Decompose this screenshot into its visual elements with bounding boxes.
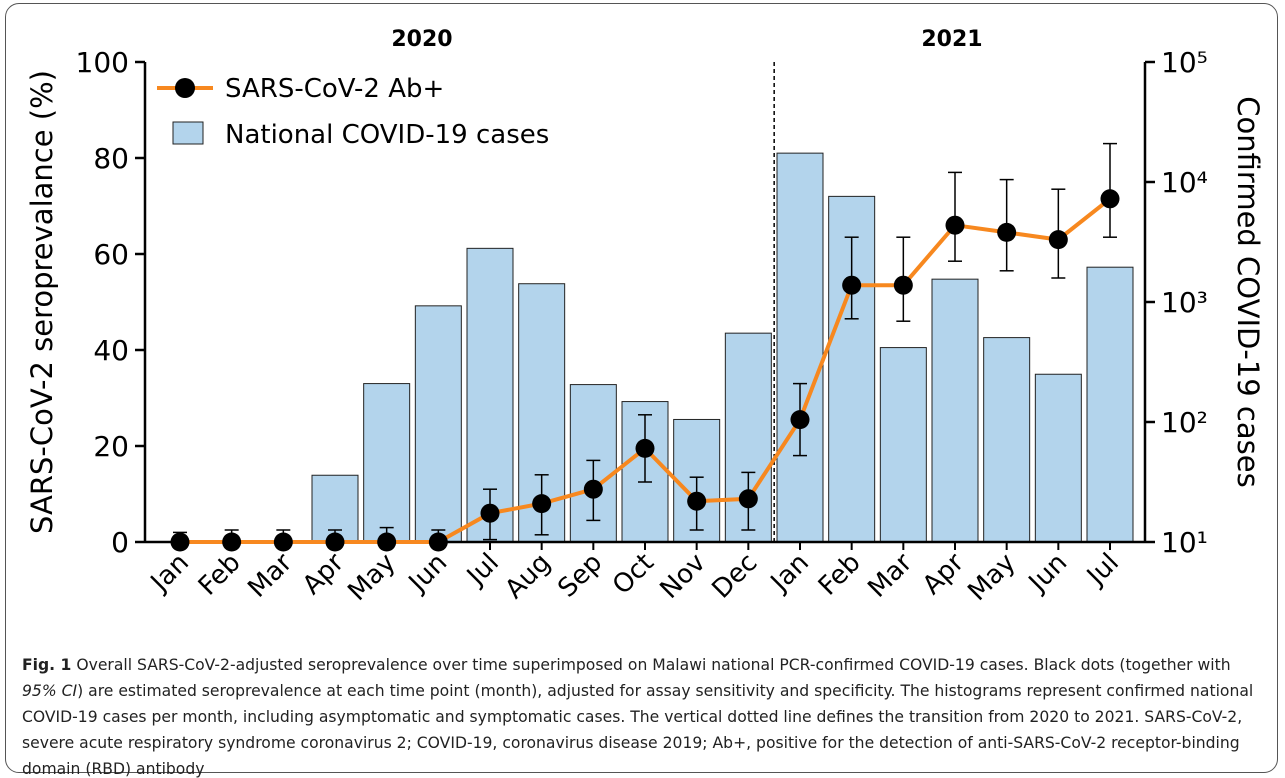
point	[170, 532, 190, 552]
y-tick-label: 60	[93, 238, 129, 271]
point	[635, 438, 655, 458]
x-tick-label: Jan	[144, 548, 195, 599]
y-tick-label: 0	[111, 526, 129, 559]
point	[893, 275, 913, 295]
bar	[776, 152, 824, 543]
y2-tick-label: 10⁴	[1161, 166, 1208, 199]
x-tick-label: Nov	[655, 548, 712, 605]
y-tick-label: 40	[93, 334, 129, 367]
x-tick-label: Jul	[460, 548, 505, 593]
y-tick-label: 100	[76, 46, 129, 79]
x-tick-label: Feb	[813, 548, 867, 602]
point	[480, 503, 500, 523]
x-tick-label: Jul	[1080, 548, 1125, 593]
y2-tick-label: 10¹	[1161, 526, 1208, 559]
bar	[1086, 266, 1134, 543]
y-axis-title: SARS-CoV-2 seroprevalance (%)	[25, 70, 59, 534]
point	[997, 222, 1017, 242]
caption-text: Overall SARS-CoV-2-adjusted seroprevalen…	[71, 656, 1231, 674]
figure-frame	[5, 3, 1278, 773]
x-tick-label: Apr	[917, 548, 970, 601]
x-tick-label: Mar	[242, 548, 298, 604]
bar	[1034, 373, 1082, 543]
x-tick-label: Mar	[862, 548, 918, 604]
point	[842, 275, 862, 295]
x-tick-label: Oct	[607, 548, 660, 601]
y2-axis-title: Confirmed COVID-19 cases	[1231, 96, 1265, 487]
point	[428, 532, 448, 552]
x-tick-label: Jun	[402, 548, 453, 599]
legend-swatch	[172, 121, 204, 145]
legend-marker	[175, 78, 195, 98]
y2-tick-label: 10²	[1161, 406, 1208, 439]
point	[945, 215, 965, 235]
y2-tick-label: 10³	[1161, 286, 1208, 319]
point	[532, 494, 552, 514]
caption-text: 95% CI	[22, 682, 78, 700]
bar	[931, 278, 979, 543]
point	[1100, 189, 1120, 209]
point	[222, 532, 242, 552]
caption-label: Fig. 1	[22, 656, 72, 674]
point	[790, 410, 810, 430]
point	[738, 489, 758, 509]
year-label: 2021	[921, 27, 982, 52]
legend-label: National COVID-19 cases	[225, 120, 549, 150]
x-tick-label: Aug	[499, 548, 556, 605]
point	[273, 532, 293, 552]
x-tick-label: Jan	[764, 548, 815, 599]
point	[1048, 230, 1068, 250]
chart: 02040608010010¹10²10³10⁴10⁵JanFebMarAprM…	[25, 27, 1265, 607]
point	[583, 479, 603, 499]
y-tick-label: 20	[93, 430, 129, 463]
x-tick-label: Jun	[1022, 548, 1073, 599]
x-tick-label: Apr	[297, 548, 350, 601]
x-tick-label: Sep	[552, 548, 608, 604]
caption: Fig. 1 Overall SARS-CoV-2-adjusted serop…	[22, 652, 1267, 778]
point	[687, 491, 707, 511]
x-tick-label: May	[962, 548, 1021, 607]
y-tick-label: 80	[93, 142, 129, 175]
bar	[983, 337, 1031, 543]
legend-label: SARS-CoV-2 Ab+	[225, 74, 444, 104]
x-tick-label: Feb	[193, 548, 247, 602]
bar	[879, 347, 927, 543]
year-label: 2020	[391, 27, 452, 52]
bar	[363, 383, 411, 543]
y2-tick-label: 10⁵	[1161, 46, 1208, 79]
x-tick-label: May	[342, 548, 401, 607]
point	[377, 532, 397, 552]
x-tick-label: Dec	[706, 548, 763, 605]
point	[325, 532, 345, 552]
caption-text: ) are estimated seroprevalence at each t…	[22, 682, 1254, 778]
bar	[414, 305, 462, 543]
